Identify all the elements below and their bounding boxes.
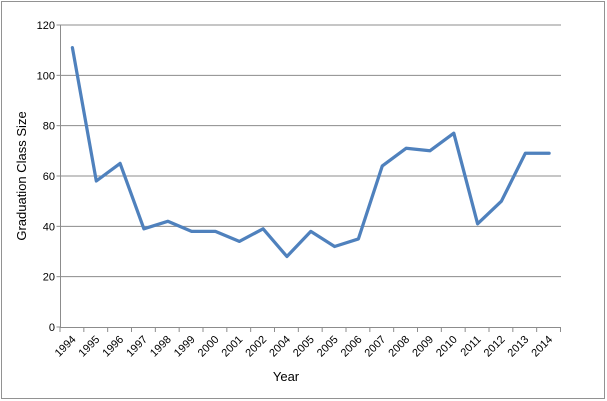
x-tick-label: 1995 bbox=[77, 334, 103, 360]
gridlines bbox=[60, 24, 561, 278]
y-tick-label: 40 bbox=[43, 221, 55, 233]
y-tick-label: 20 bbox=[43, 272, 55, 284]
x-tick-label: 2004 bbox=[267, 334, 293, 360]
x-tick-label: 2000 bbox=[196, 334, 222, 360]
y-axis-title: Graduation Class Size bbox=[14, 111, 29, 240]
x-tick-label: 2013 bbox=[506, 334, 532, 360]
x-tick-label: 2009 bbox=[410, 334, 436, 360]
y-tick-label: 0 bbox=[49, 322, 55, 334]
x-tick-label: 2005 bbox=[291, 334, 317, 360]
tick-marks bbox=[56, 24, 561, 332]
x-axis-tick-labels: 1994199519961997199819992000200120022004… bbox=[53, 334, 555, 360]
x-tick-label: 1997 bbox=[124, 334, 150, 360]
x-tick-label: 2014 bbox=[529, 334, 555, 360]
x-tick-label: 1998 bbox=[148, 334, 174, 360]
y-tick-label: 120 bbox=[37, 20, 55, 32]
y-tick-label: 80 bbox=[43, 121, 55, 133]
x-tick-label: 2011 bbox=[458, 334, 483, 359]
data-series-line bbox=[70, 45, 551, 259]
x-tick-label: 2012 bbox=[482, 334, 508, 360]
x-tick-label: 1994 bbox=[53, 334, 79, 360]
y-tick-label: 100 bbox=[37, 70, 55, 82]
x-tick-label: 2008 bbox=[386, 334, 412, 360]
x-tick-label: 2005 bbox=[315, 334, 341, 360]
x-tick-label: 2010 bbox=[434, 334, 460, 360]
x-axis-title: Year bbox=[273, 369, 300, 384]
x-tick-label: 1999 bbox=[172, 334, 198, 360]
x-tick-label: 1996 bbox=[100, 334, 126, 360]
x-tick-label: 2006 bbox=[339, 334, 365, 360]
y-axis-tick-labels: 0 20 40 60 80 100 120 bbox=[37, 20, 55, 334]
x-tick-label: 2002 bbox=[243, 334, 269, 360]
x-tick-label: 2001 bbox=[220, 334, 246, 360]
x-tick-label: 2007 bbox=[363, 334, 389, 360]
y-tick-label: 60 bbox=[43, 171, 55, 183]
